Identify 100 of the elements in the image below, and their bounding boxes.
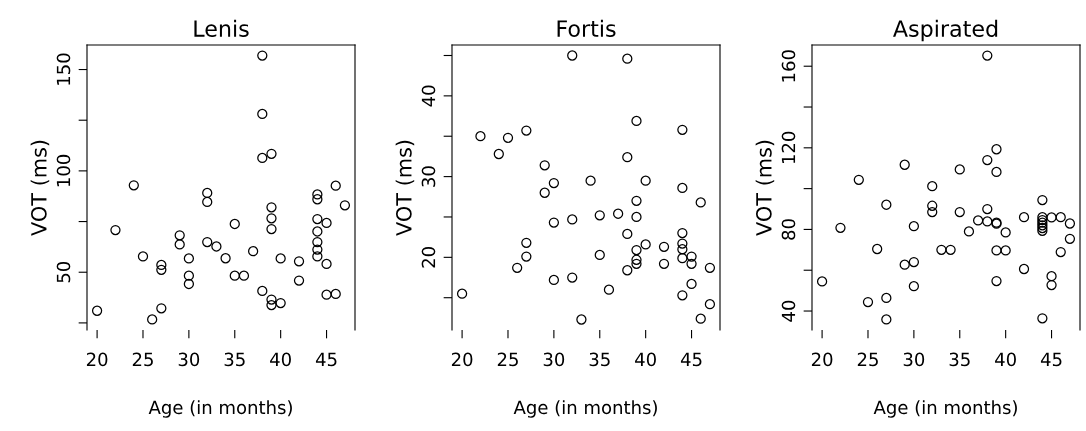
point xyxy=(899,159,910,170)
point xyxy=(908,280,920,292)
point xyxy=(567,50,578,61)
y-axis-title: VOT (ms) xyxy=(755,140,775,236)
point xyxy=(686,278,697,290)
point xyxy=(982,203,993,215)
point xyxy=(312,194,323,205)
point xyxy=(266,299,277,311)
point xyxy=(475,131,486,142)
point xyxy=(594,249,605,261)
point xyxy=(229,270,240,281)
point xyxy=(257,50,268,61)
y-tick-label: 150 xyxy=(56,53,71,85)
point xyxy=(835,222,846,233)
point xyxy=(275,297,286,309)
x-tick-label: 20 xyxy=(86,352,108,367)
x-tick-label: 35 xyxy=(949,352,970,367)
point xyxy=(881,314,892,325)
point xyxy=(677,238,688,249)
point xyxy=(982,154,993,166)
point xyxy=(1064,233,1076,244)
point xyxy=(266,202,277,213)
point xyxy=(293,256,305,267)
x-tick-label: 45 xyxy=(1040,352,1062,367)
point xyxy=(266,294,277,305)
point xyxy=(567,272,578,283)
point xyxy=(183,253,195,264)
point xyxy=(202,187,213,199)
point xyxy=(881,292,892,304)
point xyxy=(147,314,158,325)
point xyxy=(330,288,341,300)
point xyxy=(1055,212,1066,223)
y-tick-label: 30 xyxy=(421,166,436,187)
x-axis-title: Age (in months) xyxy=(513,400,657,418)
point xyxy=(156,303,167,314)
point xyxy=(631,258,642,269)
point xyxy=(631,115,642,127)
point xyxy=(631,254,642,265)
point xyxy=(220,253,231,264)
point xyxy=(275,253,286,264)
x-tick-label: 40 xyxy=(270,352,291,367)
point xyxy=(1018,212,1030,223)
point xyxy=(293,275,305,286)
x-tick-label: 40 xyxy=(635,352,656,367)
point xyxy=(521,251,532,262)
point xyxy=(1000,227,1011,238)
point xyxy=(266,213,277,224)
point xyxy=(991,275,1002,287)
point xyxy=(211,241,222,252)
point xyxy=(91,305,103,316)
point xyxy=(321,258,332,270)
point xyxy=(183,278,195,290)
point xyxy=(1018,263,1030,275)
point xyxy=(128,180,139,191)
point xyxy=(502,132,514,143)
point xyxy=(640,175,651,186)
point xyxy=(539,187,550,198)
point xyxy=(257,285,268,297)
point xyxy=(954,206,965,218)
point xyxy=(202,236,213,248)
y-tick-label: 50 xyxy=(56,261,71,283)
point xyxy=(862,296,874,308)
point xyxy=(521,237,532,248)
y-tick-label: 160 xyxy=(781,50,796,82)
y-tick-label: 80 xyxy=(781,219,796,240)
point xyxy=(539,160,550,171)
chart-title: Fortis xyxy=(557,19,616,37)
point xyxy=(137,251,149,262)
x-tick-label: 30 xyxy=(543,352,565,367)
point xyxy=(1064,218,1076,229)
point xyxy=(330,180,341,191)
point xyxy=(156,259,167,271)
point xyxy=(110,224,121,236)
point xyxy=(266,223,277,235)
point xyxy=(183,270,195,281)
point xyxy=(908,256,920,268)
point xyxy=(1000,245,1011,256)
point xyxy=(521,125,532,136)
point xyxy=(945,244,956,255)
point xyxy=(339,200,351,211)
point xyxy=(927,200,938,211)
point xyxy=(631,211,642,223)
point xyxy=(548,177,560,189)
point xyxy=(156,264,167,275)
point xyxy=(257,152,268,164)
x-tick-label: 45 xyxy=(315,352,337,367)
point xyxy=(631,195,642,206)
point xyxy=(927,206,938,218)
point xyxy=(982,216,993,227)
point xyxy=(991,144,1002,155)
point xyxy=(512,262,523,273)
x-tick-label: 25 xyxy=(497,352,518,367)
point xyxy=(853,174,864,185)
x-tick-label: 30 xyxy=(903,352,925,367)
point xyxy=(312,244,323,255)
point xyxy=(658,258,670,269)
y-tick-label: 40 xyxy=(781,300,796,322)
point xyxy=(548,217,560,228)
x-tick-label: 35 xyxy=(224,352,245,367)
point xyxy=(872,243,883,255)
